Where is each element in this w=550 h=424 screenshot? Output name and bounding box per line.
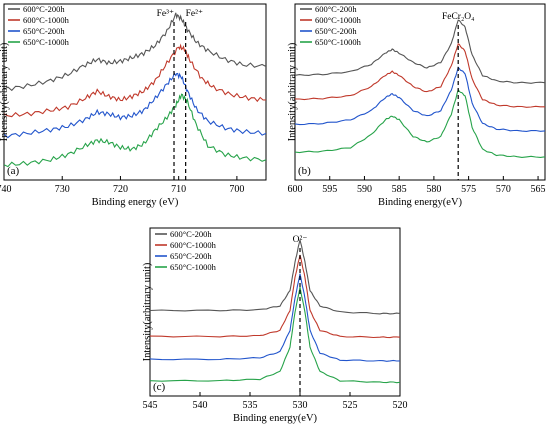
series-line-1: [295, 19, 545, 84]
legend-label: 650°C-1000h: [315, 37, 362, 47]
y-axis-title: Intensity(arbitrary unit): [287, 42, 298, 141]
plot-frame: [149, 227, 401, 397]
x-tick-label: 710: [171, 184, 186, 195]
panel-label: (b): [298, 165, 311, 177]
x-tick-label: 545: [143, 400, 158, 411]
x-tick-label: 575: [461, 184, 476, 195]
y-axis-title: Intensity(arbitrary unit): [0, 42, 10, 141]
x-tick-label: 730: [55, 184, 70, 195]
legend-label: 650°C-200h: [315, 26, 357, 36]
legend-label: 600°C-200h: [315, 4, 357, 14]
plot-frame: [3, 3, 267, 181]
series-line-4: [4, 93, 266, 168]
series-line-4: [295, 88, 545, 158]
series-line-3: [295, 66, 545, 132]
x-tick-label: 525: [343, 400, 358, 411]
x-tick-label: 700: [229, 184, 244, 195]
legend-label: 600°C-1000h: [315, 15, 362, 25]
x-tick-label: 585: [392, 184, 407, 195]
panel-label: (c): [153, 381, 166, 393]
series-line-1: [4, 12, 266, 92]
x-tick-label: 580: [426, 184, 441, 195]
x-tick-label: 595: [322, 184, 337, 195]
x-tick-label: 535: [243, 400, 258, 411]
panel-0: Fe³⁺ Fe²⁺ 740 730 720 710 700 Binding energy (e…: [0, 3, 267, 208]
x-tick-label: 720: [113, 184, 128, 195]
y-axis-title: Intensity(arbitrary unit): [142, 262, 153, 361]
x-tick-label: 590: [357, 184, 372, 195]
x-tick-label: 530: [293, 400, 308, 411]
series-line-1: [150, 239, 400, 315]
x-axis-title: Binding energy(eV): [378, 197, 463, 208]
legend-label: 600°C-200h: [170, 229, 212, 239]
series-line-2: [4, 43, 266, 118]
legend-label: 600°C-1000h: [23, 15, 70, 25]
annotation-label: Fe²⁺: [186, 9, 203, 19]
annotation-label: FeCr₂O₄: [442, 12, 475, 22]
legend-label: 650°C-1000h: [170, 262, 217, 272]
series-line-3: [4, 71, 266, 139]
x-tick-label: 570: [496, 184, 511, 195]
annotation-label: O²⁻: [293, 235, 308, 245]
legend-label: 650°C-200h: [23, 26, 65, 36]
x-axis-title: Binding energy (eV): [92, 197, 179, 208]
legend-label: 650°C-200h: [170, 251, 212, 261]
legend-label: 600°C-1000h: [170, 240, 217, 250]
x-axis-title: Binding energy(eV): [233, 413, 318, 424]
annotation-label: Fe³⁺: [157, 9, 174, 19]
series-line-4: [150, 287, 400, 384]
panel-1: FeCr₂O₄ 600 595 590 585 580 575 570 565 Binding e…: [287, 3, 546, 208]
x-tick-label: 520: [393, 400, 408, 411]
series-line-2: [295, 42, 545, 108]
plot-frame: [294, 3, 546, 181]
panel-label: (a): [7, 165, 20, 177]
legend-label: 600°C-200h: [23, 4, 65, 14]
x-tick-label: 600: [288, 184, 303, 195]
series-line-3: [150, 273, 400, 362]
panel-2: O²⁻ 545 540 535 530 525 520 Binding energy(eV) I…: [142, 227, 408, 424]
legend-label: 650°C-1000h: [23, 37, 70, 47]
x-tick-label: 740: [0, 184, 12, 195]
x-tick-label: 540: [193, 400, 208, 411]
x-tick-label: 565: [531, 184, 546, 195]
